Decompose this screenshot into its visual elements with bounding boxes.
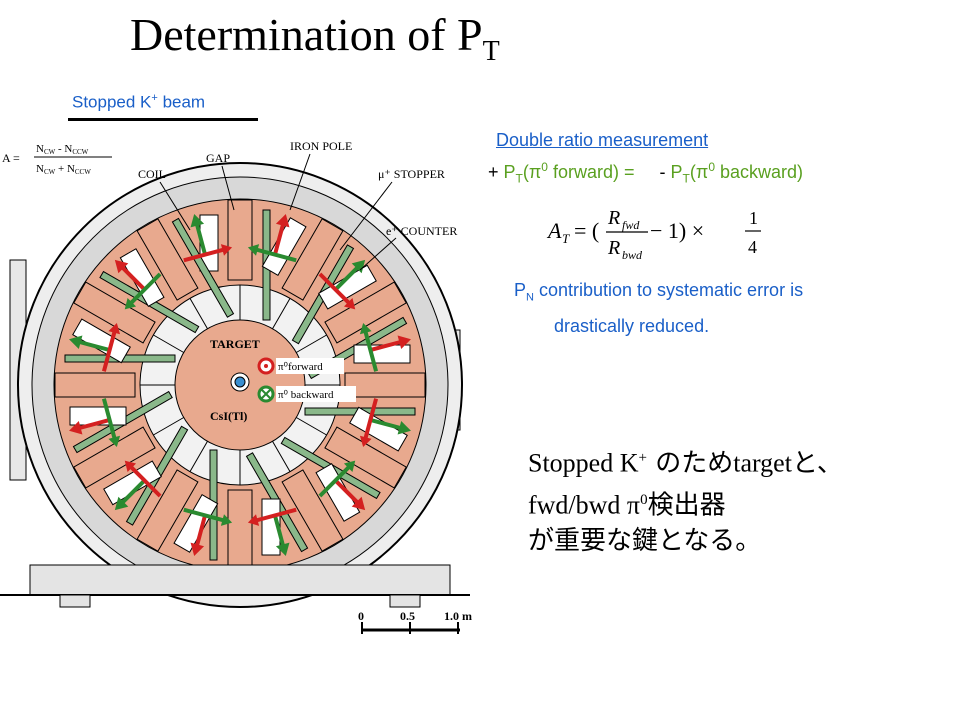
svg-text:TARGET: TARGET: [210, 337, 260, 351]
svg-text:μ⁺ STOPPER: μ⁺ STOPPER: [378, 167, 445, 181]
svg-text:− 1) ×: − 1) ×: [650, 218, 704, 243]
svg-text:1: 1: [749, 208, 758, 228]
scale-bar: 0 0.5 1.0 m: [358, 609, 472, 634]
japanese-note: Stopped K+ のためtargetと、 fwd/bwd π0検出器 が重要…: [528, 448, 843, 557]
svg-text:A: A: [546, 218, 562, 243]
polarization-arrows: [69, 214, 411, 556]
svg-text:CsI(Tl): CsI(Tl): [210, 409, 247, 423]
svg-text:π⁰forward: π⁰forward: [278, 361, 323, 373]
svg-text:NCW - NCCW: NCW - NCCW: [36, 143, 89, 156]
svg-text:R: R: [607, 207, 620, 229]
double-ratio-title: Double ratio measurement: [496, 130, 709, 150]
svg-text:= (: = (: [574, 218, 599, 243]
svg-text:0: 0: [358, 609, 364, 623]
svg-text:GAP: GAP: [206, 151, 230, 165]
support-base: [0, 564, 470, 608]
pn-note: PN contribution to systematic error is d…: [514, 280, 804, 336]
diagram-labels: COIL GAP IRON POLE μ⁺ STOPPER e⁺ COUNTER…: [138, 139, 457, 423]
svg-text:4: 4: [748, 237, 757, 257]
asym-formula: A = NCW - NCCW NCW + NCCW: [2, 143, 112, 176]
svg-text:COIL: COIL: [138, 167, 166, 181]
svg-text:e⁺ COUNTER: e⁺ COUNTER: [386, 224, 457, 238]
svg-text:IRON POLE: IRON POLE: [290, 139, 352, 153]
svg-text:A =: A =: [2, 151, 20, 165]
asymmetry-formula: A T = ( R fwd R bwd − 1) × 1 4: [546, 207, 761, 262]
page-title: Determination of PT: [130, 9, 500, 68]
svg-text:R: R: [607, 237, 620, 259]
svg-text:π⁰ backward: π⁰ backward: [278, 389, 334, 401]
svg-text:0.5: 0.5: [400, 609, 415, 623]
detector-diagram: A = NCW - NCCW NCW + NCCW: [0, 139, 472, 634]
svg-text:bwd: bwd: [622, 248, 643, 262]
beam-underline: [68, 118, 258, 121]
svg-text:NCW + NCCW: NCW + NCCW: [36, 163, 91, 176]
target: [230, 357, 356, 403]
double-ratio-equation: + PT(π0 forward) = - PT(π0 backward): [488, 160, 804, 186]
beam-label: Stopped K+ beam: [72, 92, 206, 112]
detector-sectors: [54, 199, 426, 571]
svg-text:fwd: fwd: [622, 218, 640, 232]
svg-text:1.0 m: 1.0 m: [444, 609, 472, 623]
svg-text:T: T: [562, 231, 570, 246]
